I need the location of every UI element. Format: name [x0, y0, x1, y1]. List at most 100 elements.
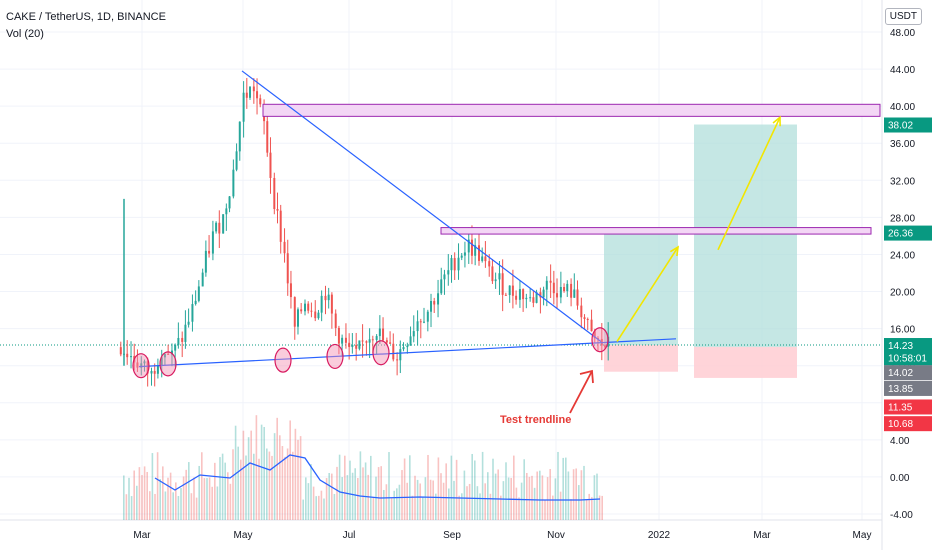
candle-body: [604, 345, 606, 347]
y-tick-label: -4.00: [890, 510, 913, 521]
volume-bar: [424, 477, 427, 520]
candle-body: [494, 279, 497, 282]
y-tick-label: 44.00: [890, 65, 915, 76]
volume-bar: [357, 477, 359, 520]
candle-body: [279, 210, 282, 242]
volume-bar: [520, 482, 523, 520]
y-tick-label: 28.00: [890, 213, 915, 224]
candle-body: [163, 353, 166, 358]
stop-zone-1: [604, 345, 678, 372]
price-badge: [884, 350, 932, 366]
currency-button[interactable]: USDT: [884, 8, 922, 25]
volume-bar: [299, 436, 302, 520]
candle-body: [382, 328, 385, 341]
volume-bar: [362, 467, 364, 520]
volume-bar: [203, 478, 206, 520]
volume-bar: [546, 477, 549, 520]
volume-bar: [227, 472, 229, 520]
candle-body: [419, 321, 422, 323]
candle-body: [341, 337, 344, 344]
price-badge: [884, 117, 932, 133]
volume-bar: [182, 476, 185, 520]
price-badge: [884, 338, 932, 354]
candle-body: [392, 343, 395, 360]
volume-bar: [175, 482, 177, 520]
candle-body: [518, 289, 521, 300]
volume-bar: [125, 494, 128, 520]
volume-bar: [216, 486, 219, 520]
volume-bar: [463, 470, 466, 520]
volume-bar: [531, 475, 533, 520]
price-badge: [884, 399, 932, 415]
x-tick-label: Mar: [753, 530, 771, 541]
candle-body: [375, 336, 378, 340]
y-tick-label: 48.00: [890, 28, 915, 39]
price-badge-label: 26.36: [888, 229, 913, 240]
volume-bar: [133, 470, 135, 520]
volume-bar: [580, 470, 583, 520]
volume-bar: [240, 459, 242, 520]
candle-body: [256, 91, 259, 99]
candle-body: [484, 256, 487, 262]
volume-bar: [502, 481, 505, 520]
volume-bar: [583, 465, 585, 520]
candle-body: [522, 289, 525, 300]
candle-body: [488, 261, 491, 267]
candle-body: [481, 256, 484, 261]
volume-bar: [385, 484, 388, 520]
volume-bar: [409, 455, 411, 520]
candle-body: [580, 305, 583, 318]
candle-body: [156, 365, 159, 374]
volume-bar: [396, 488, 398, 520]
price-badge-label: 14.02: [888, 368, 913, 379]
candle-body: [218, 222, 221, 234]
candle-body: [563, 287, 566, 292]
candle-body: [498, 273, 501, 280]
volume-bar: [445, 463, 447, 520]
volume-bar: [377, 467, 380, 520]
volume-bar: [221, 453, 224, 520]
x-tick-label: Sep: [443, 530, 461, 541]
candle-body: [433, 301, 436, 305]
volume-bar: [541, 475, 544, 520]
candle-body: [437, 293, 440, 305]
candle-body: [296, 309, 299, 327]
volume-bar: [572, 469, 575, 520]
candle-body: [463, 252, 466, 256]
volume-bar: [575, 468, 577, 520]
volume-bar: [346, 475, 349, 520]
target-zone-2: [694, 124, 797, 347]
volume-bar: [479, 493, 481, 520]
volume-bar: [570, 499, 572, 520]
candle-body: [208, 250, 211, 254]
candle-body: [245, 92, 248, 98]
volume-bar: [523, 459, 525, 520]
candle-body: [314, 311, 317, 319]
volume-bar: [289, 420, 291, 520]
volume-bar: [593, 475, 596, 520]
volume-indicator-label[interactable]: Vol (20): [6, 28, 44, 40]
candle-body: [167, 353, 170, 355]
volume-bar: [276, 417, 278, 520]
candle-body: [140, 363, 143, 368]
volume-bar: [320, 490, 323, 520]
candle-body: [542, 289, 545, 298]
candle-body: [539, 292, 542, 298]
volume-bar: [505, 462, 507, 520]
price-badge: [884, 365, 932, 381]
volume-bar: [138, 467, 141, 520]
y-tick-label: 40.00: [890, 102, 915, 113]
candle-body: [457, 257, 460, 271]
candle-body: [249, 86, 252, 98]
test-arrow: [569, 370, 593, 414]
price-badge-label: 38.02: [888, 121, 913, 132]
candle-body: [181, 337, 184, 342]
volume-bar: [429, 479, 432, 520]
volume-bar: [211, 486, 213, 520]
volume-bar: [328, 473, 330, 520]
volume-bar: [487, 472, 489, 520]
volume-bar: [273, 433, 276, 520]
candle-body: [126, 353, 129, 358]
